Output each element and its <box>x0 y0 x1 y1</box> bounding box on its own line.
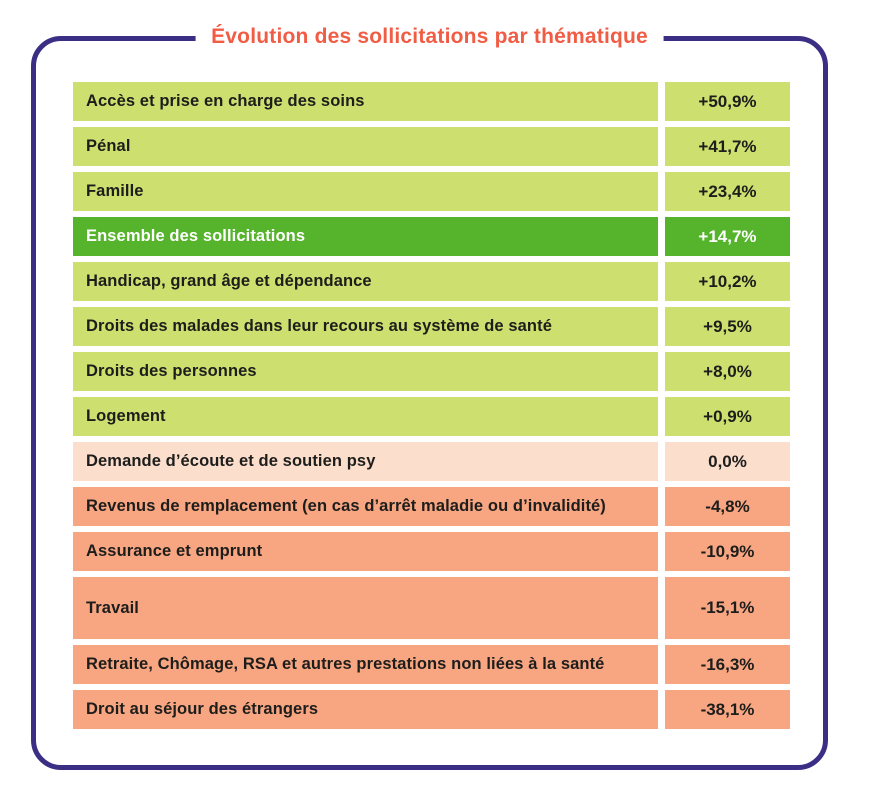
table-row: Droits des personnes +8,0% <box>73 352 790 391</box>
row-value: +50,9% <box>665 82 790 121</box>
row-label: Handicap, grand âge et dépendance <box>73 262 658 301</box>
row-label: Droit au séjour des étrangers <box>73 690 658 729</box>
table-row: Ensemble des sollicitations +14,7% <box>73 217 790 256</box>
theme-evolution-table: Accès et prise en charge des soins +50,9%… <box>73 82 790 735</box>
row-label: Assurance et emprunt <box>73 532 658 571</box>
page-title: Évolution des sollicitations par thémati… <box>195 23 664 51</box>
row-value: -4,8% <box>665 487 790 526</box>
row-label: Travail <box>73 577 658 639</box>
row-label: Revenus de remplacement (en cas d’arrêt … <box>73 487 658 526</box>
row-label: Demande d’écoute et de soutien psy <box>73 442 658 481</box>
row-value: +14,7% <box>665 217 790 256</box>
row-value: +0,9% <box>665 397 790 436</box>
table-row: Retraite, Chômage, RSA et autres prestat… <box>73 645 790 684</box>
bordered-panel: Évolution des sollicitations par thémati… <box>31 23 828 770</box>
row-label: Pénal <box>73 127 658 166</box>
row-value: +8,0% <box>665 352 790 391</box>
table-row: Droit au séjour des étrangers -38,1% <box>73 690 790 729</box>
row-value: -15,1% <box>665 577 790 639</box>
table-row: Demande d’écoute et de soutien psy 0,0% <box>73 442 790 481</box>
row-value: +10,2% <box>665 262 790 301</box>
row-value: -38,1% <box>665 690 790 729</box>
table-row: Logement +0,9% <box>73 397 790 436</box>
row-value: -10,9% <box>665 532 790 571</box>
row-label: Droits des malades dans leur recours au … <box>73 307 658 346</box>
row-label: Famille <box>73 172 658 211</box>
row-value: +9,5% <box>665 307 790 346</box>
row-value: +41,7% <box>665 127 790 166</box>
row-label: Accès et prise en charge des soins <box>73 82 658 121</box>
row-label: Droits des personnes <box>73 352 658 391</box>
row-label: Ensemble des sollicitations <box>73 217 658 256</box>
table-row: Revenus de remplacement (en cas d’arrêt … <box>73 487 790 526</box>
row-label: Retraite, Chômage, RSA et autres prestat… <box>73 645 658 684</box>
table-row: Handicap, grand âge et dépendance +10,2% <box>73 262 790 301</box>
table-row: Travail -15,1% <box>73 577 790 639</box>
table-row: Pénal +41,7% <box>73 127 790 166</box>
row-value: -16,3% <box>665 645 790 684</box>
row-value: +23,4% <box>665 172 790 211</box>
table-row: Accès et prise en charge des soins +50,9% <box>73 82 790 121</box>
table-row: Assurance et emprunt -10,9% <box>73 532 790 571</box>
row-label: Logement <box>73 397 658 436</box>
row-value: 0,0% <box>665 442 790 481</box>
table-row: Famille +23,4% <box>73 172 790 211</box>
table-row: Droits des malades dans leur recours au … <box>73 307 790 346</box>
